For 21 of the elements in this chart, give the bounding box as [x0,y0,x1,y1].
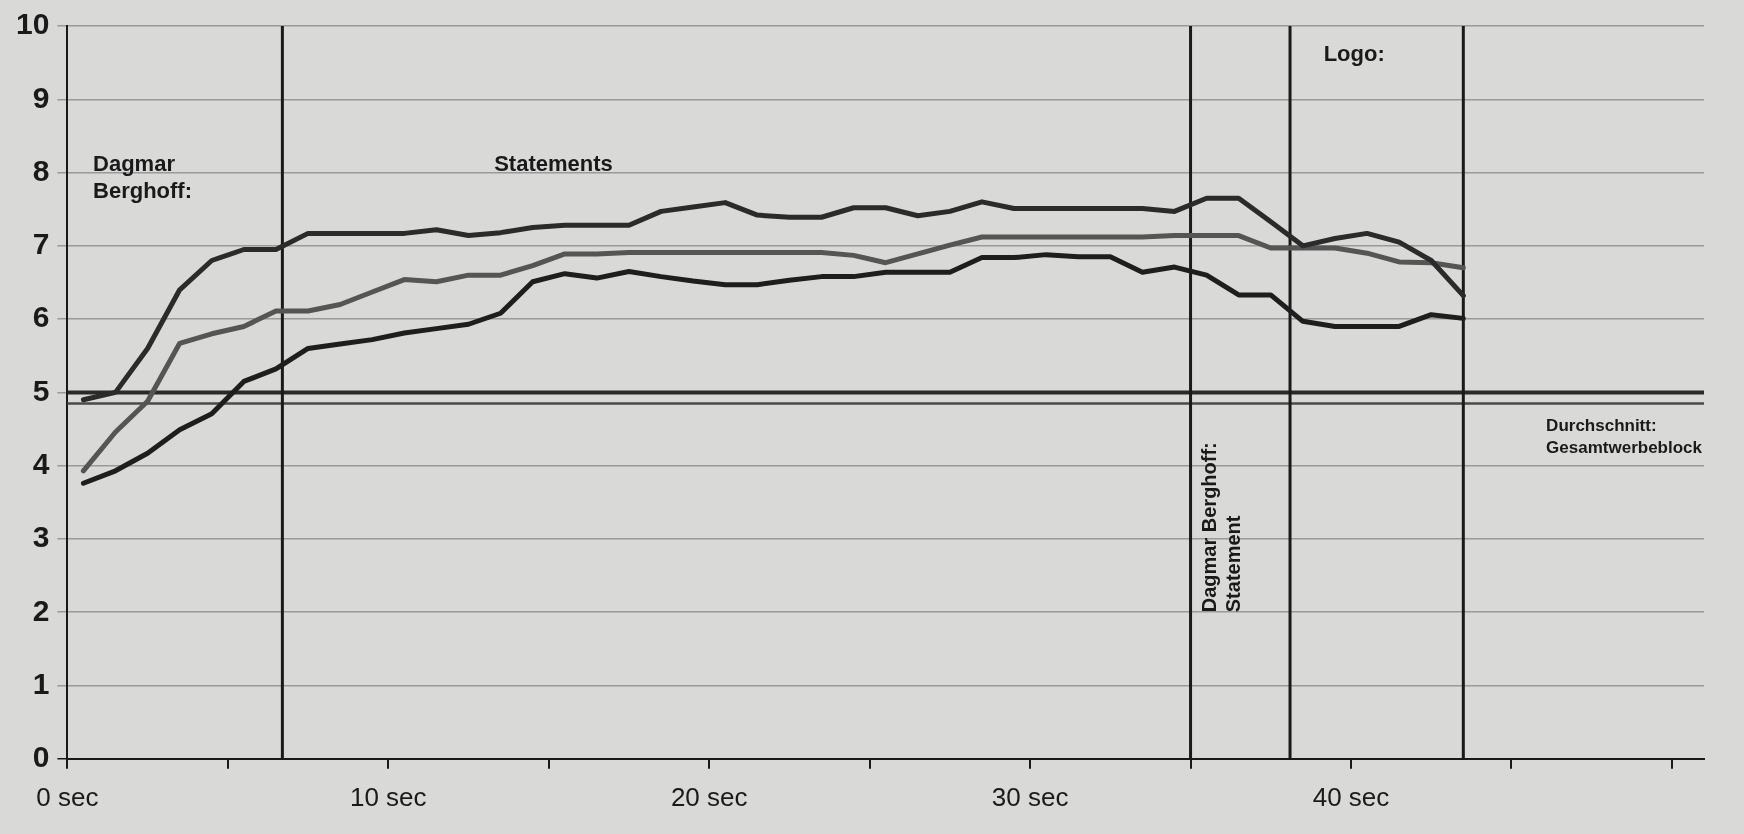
y-tick-label: 7 [32,227,50,261]
annotation: Dagmar Berghoff: [93,151,193,204]
ref-line-label: Durchschnitt: Gesamtwerbeblock [1546,415,1703,457]
y-tick-label: 3 [32,520,50,554]
y-tick-label: 9 [32,80,50,114]
y-tick-label: 0 [32,740,50,774]
y-tick-label: 6 [32,300,50,334]
y-tick-label: 2 [32,593,50,627]
y-tick-label: 10 [15,7,50,41]
annotation: Statements [494,151,613,177]
x-tick-label: 40 sec [1312,781,1390,812]
x-tick-label: 30 sec [991,781,1069,812]
x-tick-label: 20 sec [670,781,748,812]
y-tick-label: 5 [32,373,50,407]
x-tick-label: 0 sec [36,781,99,812]
y-tick-label: 4 [32,446,50,480]
y-tick-label: 1 [32,666,50,700]
y-tick-label: 8 [32,153,50,187]
annotation: Logo: [1323,41,1385,67]
x-tick-label: 10 sec [349,781,427,812]
ref-line-label: Dagmar Berghoff: Statement [1198,442,1245,613]
